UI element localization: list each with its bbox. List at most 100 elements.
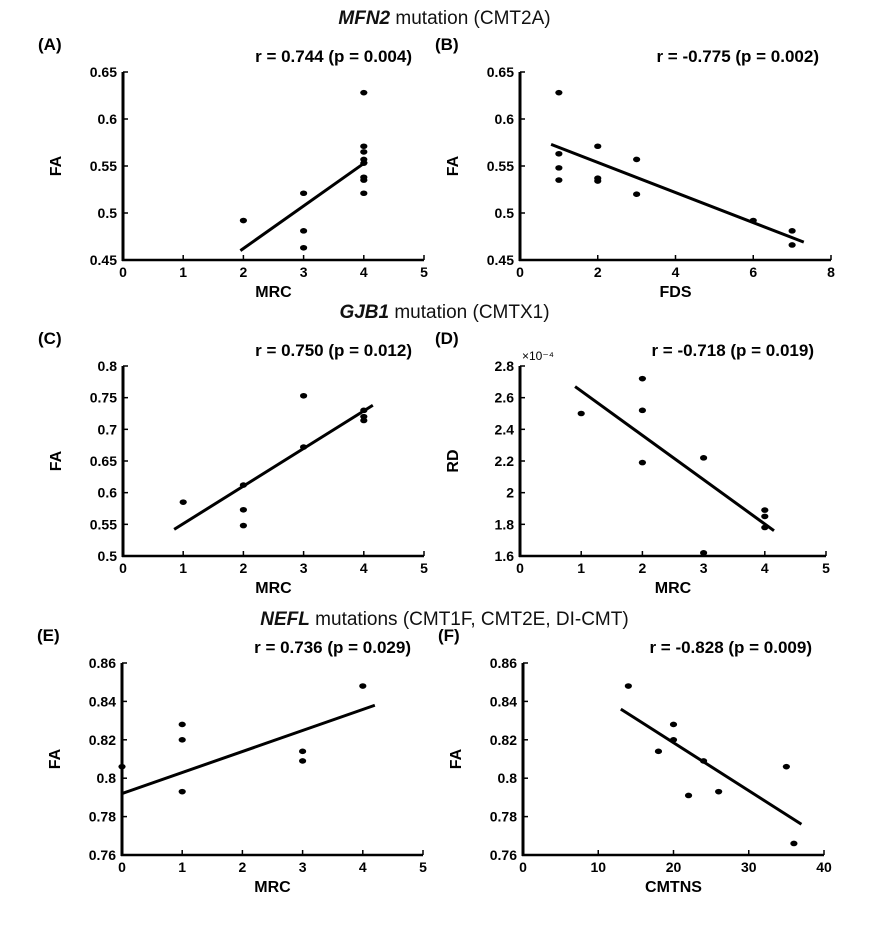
y-tick-label: 0.6	[495, 111, 515, 127]
panel-letter: (C)	[38, 329, 62, 348]
y-axis-label: RD	[445, 449, 462, 472]
x-tick-label: 3	[300, 264, 308, 280]
x-tick-label: 5	[822, 560, 830, 576]
y-tick-label: 0.5	[98, 205, 118, 221]
regression-line	[121, 703, 376, 795]
data-point	[360, 407, 368, 414]
data-point	[594, 143, 602, 150]
y-tick-label: 0.8	[98, 358, 118, 374]
y-axis-exponent: ×10⁻⁴	[522, 349, 554, 363]
data-point	[700, 455, 708, 461]
correlation-stat: r = 0.736 (p = 0.029)	[254, 638, 411, 657]
y-axis-label: FA	[445, 155, 462, 176]
data-point	[761, 507, 769, 513]
y-tick-label: 0.55	[487, 158, 514, 174]
data-point	[360, 143, 368, 150]
y-tick-label: 0.82	[490, 732, 517, 748]
y-tick-label: 0.78	[490, 809, 517, 825]
data-point	[300, 444, 308, 450]
data-point	[360, 190, 368, 197]
x-tick-label: 4	[360, 560, 368, 576]
y-tick-label: 0.5	[98, 548, 118, 564]
regression-line	[620, 707, 803, 826]
panel-letter: (B)	[435, 35, 459, 54]
section-title-gjb1: GJB1 mutation (CMTX1)	[0, 302, 889, 324]
x-tick-label: 2	[240, 264, 248, 280]
x-axis-label: MRC	[655, 580, 692, 597]
y-tick-label: 0.86	[89, 655, 116, 671]
section-gene: GJB1	[339, 302, 390, 323]
data-point	[654, 748, 663, 755]
data-point	[788, 242, 796, 248]
data-point	[178, 737, 186, 743]
x-tick-label: 2	[639, 560, 647, 576]
x-axis-label: CMTNS	[645, 879, 702, 896]
regression-line	[239, 160, 368, 252]
data-point	[577, 410, 585, 417]
x-tick-label: 3	[300, 560, 308, 576]
data-point	[555, 165, 563, 171]
correlation-stat: r = 0.750 (p = 0.012)	[255, 341, 412, 360]
x-tick-label: 8	[827, 264, 835, 280]
correlation-stat: r = 0.744 (p = 0.004)	[255, 47, 412, 66]
data-point	[788, 228, 796, 234]
data-point	[669, 737, 678, 743]
x-tick-label: 6	[749, 264, 757, 280]
y-tick-label: 1.8	[495, 516, 515, 532]
y-tick-label: 0.6	[98, 111, 118, 127]
section-subtitle: mutation (CMTX1)	[389, 302, 550, 323]
data-point	[790, 840, 798, 847]
x-tick-label: 0	[519, 859, 527, 875]
data-point	[300, 228, 308, 234]
data-point	[178, 721, 186, 728]
y-tick-label: 0.8	[498, 770, 518, 786]
y-tick-label: 0.76	[89, 847, 116, 863]
data-point	[239, 217, 247, 224]
data-point	[360, 149, 368, 155]
y-tick-label: 2.6	[495, 390, 515, 406]
y-tick-label: 2.4	[495, 421, 515, 437]
y-tick-label: 2.2	[495, 453, 515, 469]
x-tick-label: 0	[516, 264, 524, 280]
correlation-stat: r = -0.775 (p = 0.002)	[656, 47, 819, 66]
regression-line	[550, 142, 805, 244]
y-tick-label: 0.45	[90, 252, 117, 268]
data-point	[761, 513, 769, 520]
data-point	[239, 522, 247, 529]
data-point	[700, 758, 708, 764]
data-point	[638, 375, 647, 382]
y-axis-label: FA	[48, 450, 65, 471]
y-tick-label: 2.8	[495, 358, 515, 374]
data-point	[360, 160, 368, 166]
x-tick-label: 4	[672, 264, 680, 280]
y-axis-label: FA	[47, 748, 64, 769]
y-tick-label: 0.76	[490, 847, 517, 863]
data-point	[239, 506, 247, 513]
y-tick-label: 0.82	[89, 732, 116, 748]
y-tick-label: 1.6	[495, 548, 515, 564]
data-point	[633, 191, 641, 197]
y-tick-label: 0.65	[90, 64, 117, 80]
x-tick-label: 2	[239, 859, 247, 875]
data-point	[638, 407, 647, 414]
x-tick-label: 5	[420, 560, 428, 576]
x-tick-label: 2	[594, 264, 602, 280]
x-tick-label: 0	[516, 560, 524, 576]
data-point	[555, 89, 563, 96]
y-tick-label: 0.6	[98, 485, 118, 501]
y-tick-label: 0.65	[487, 64, 514, 80]
data-point	[118, 763, 126, 770]
data-point	[300, 190, 308, 197]
data-point	[300, 392, 308, 399]
y-tick-label: 0.8	[97, 770, 117, 786]
data-point	[360, 89, 368, 96]
y-tick-label: 0.7	[98, 421, 118, 437]
data-point	[749, 217, 757, 224]
y-axis-label: FA	[448, 748, 465, 769]
section-subtitle: mutations (CMT1F, CMT2E, DI-CMT)	[309, 609, 629, 630]
data-point	[624, 683, 632, 689]
y-tick-label: 0.55	[90, 158, 117, 174]
x-tick-label: 0	[119, 264, 127, 280]
data-point	[555, 150, 563, 157]
data-point	[669, 721, 678, 728]
